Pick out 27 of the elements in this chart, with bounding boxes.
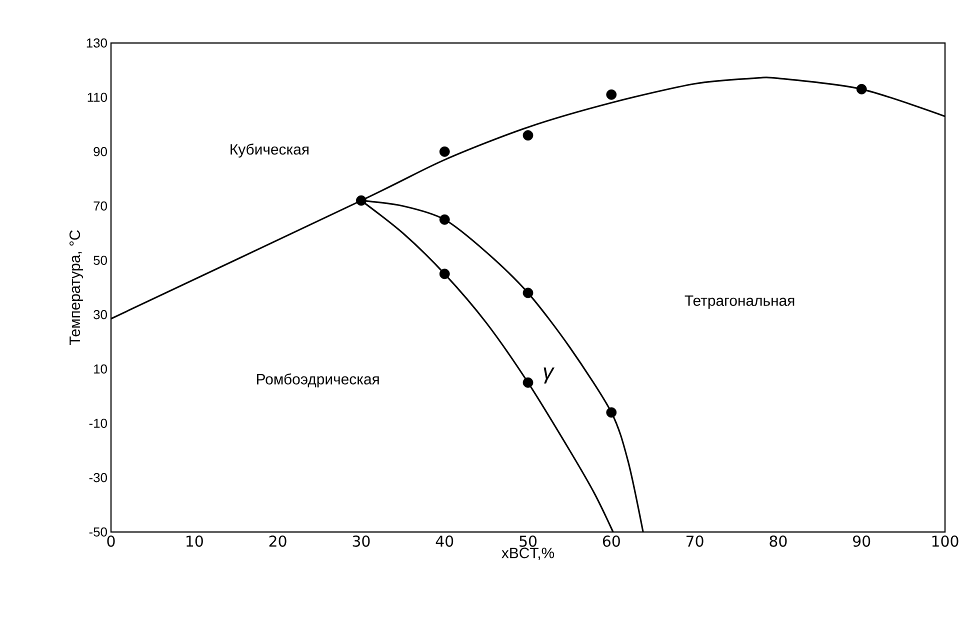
x-tick-label: 50 <box>520 536 537 547</box>
y-tick-label: -30 <box>89 473 107 482</box>
annotation: Ромбоэдрическая <box>257 373 379 388</box>
y-tick-label: -10 <box>89 418 107 428</box>
x-tick-label: 0 <box>107 536 115 547</box>
y-tick-label: 110 <box>88 92 107 102</box>
x-tick-label: 40 <box>436 536 454 547</box>
y-axis-title: Температура, °C <box>69 230 84 345</box>
x-tick-label: 80 <box>770 536 787 547</box>
y-tick-label: 90 <box>94 147 107 156</box>
y-tick-label: 50 <box>94 256 107 265</box>
annotation: Тетрагональная <box>684 295 794 309</box>
x-tick-label: 90 <box>853 536 870 547</box>
y-tick-label: 130 <box>86 38 107 48</box>
x-tick-label: 60 <box>602 536 620 547</box>
y-tick-label: 30 <box>94 310 107 320</box>
y-tick-label: 70 <box>94 201 107 211</box>
x-axis-title: xBCT,% <box>502 548 554 560</box>
y-tick-label: 10 <box>94 364 107 374</box>
x-tick-label: 100 <box>932 536 958 547</box>
x-tick-label: 20 <box>269 536 286 547</box>
y-tick-label: -50 <box>89 527 107 537</box>
annotation: Кубическая <box>230 144 308 158</box>
x-tick-label: 10 <box>186 536 203 547</box>
x-tick-label: 30 <box>352 536 370 547</box>
x-tick-label: 70 <box>686 536 704 547</box>
annotation: γ <box>544 367 555 384</box>
